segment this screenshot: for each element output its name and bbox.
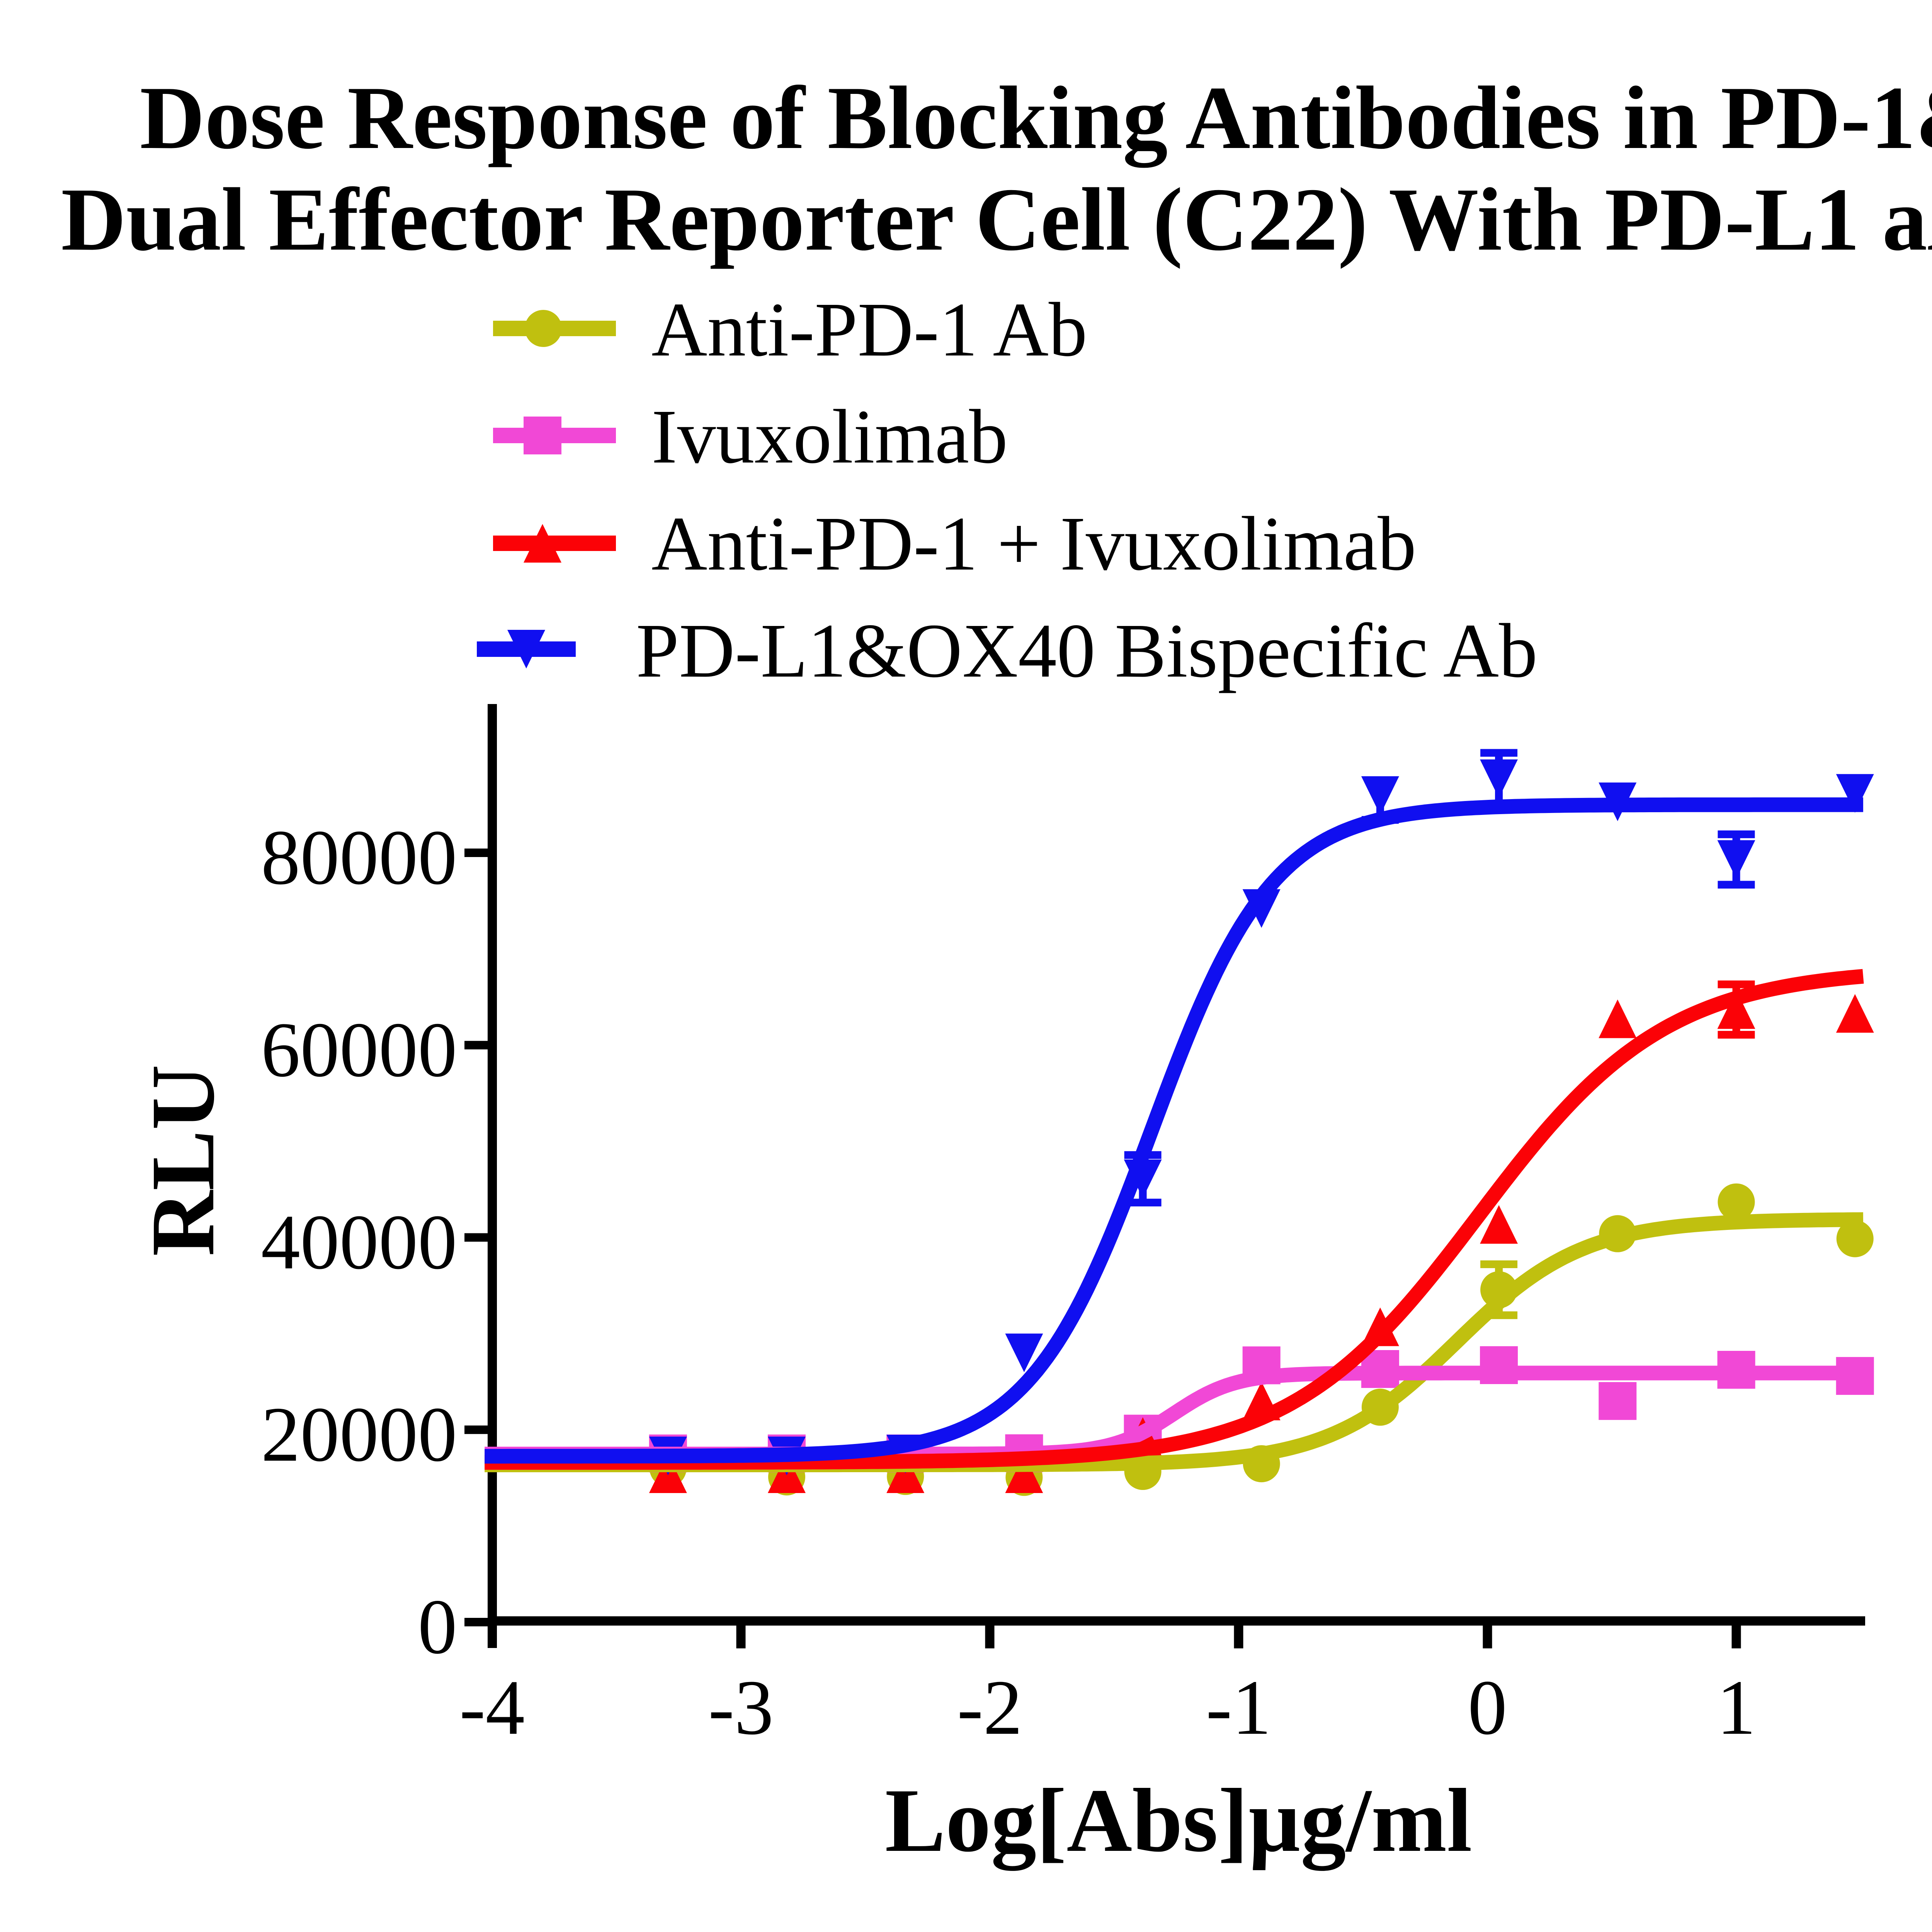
svg-text:40000: 40000 [261, 1199, 457, 1286]
svg-text:80000: 80000 [261, 814, 457, 901]
svg-text:Dual Effector Reporter Cell (C: Dual Effector Reporter Cell (C22) With P… [61, 170, 1932, 269]
svg-text:Ivuxolimab: Ivuxolimab [651, 394, 1008, 480]
svg-text:Dose Response of Blocking Anti: Dose Response of Blocking Antibodies in … [140, 68, 1932, 168]
svg-text:0: 0 [418, 1583, 457, 1670]
svg-text:PD-L1&OX40 Bispecific Ab: PD-L1&OX40 Bispecific Ab [636, 608, 1537, 694]
svg-text:-3: -3 [708, 1664, 774, 1751]
svg-text:Anti-PD-1 Ab: Anti-PD-1 Ab [651, 287, 1087, 372]
svg-text:-2: -2 [957, 1664, 1022, 1751]
svg-text:1: 1 [1717, 1664, 1756, 1751]
svg-text:-4: -4 [459, 1664, 525, 1751]
svg-text:0: 0 [1468, 1664, 1507, 1751]
svg-text:Log[Abs]µg/ml: Log[Abs]µg/ml [885, 1770, 1472, 1871]
svg-text:Anti-PD-1 + Ivuxolimab: Anti-PD-1 + Ivuxolimab [651, 501, 1416, 587]
svg-text:20000: 20000 [261, 1391, 457, 1478]
svg-text:-1: -1 [1206, 1664, 1271, 1751]
svg-text:RLU: RLU [133, 1065, 233, 1256]
svg-text:60000: 60000 [261, 1006, 457, 1093]
